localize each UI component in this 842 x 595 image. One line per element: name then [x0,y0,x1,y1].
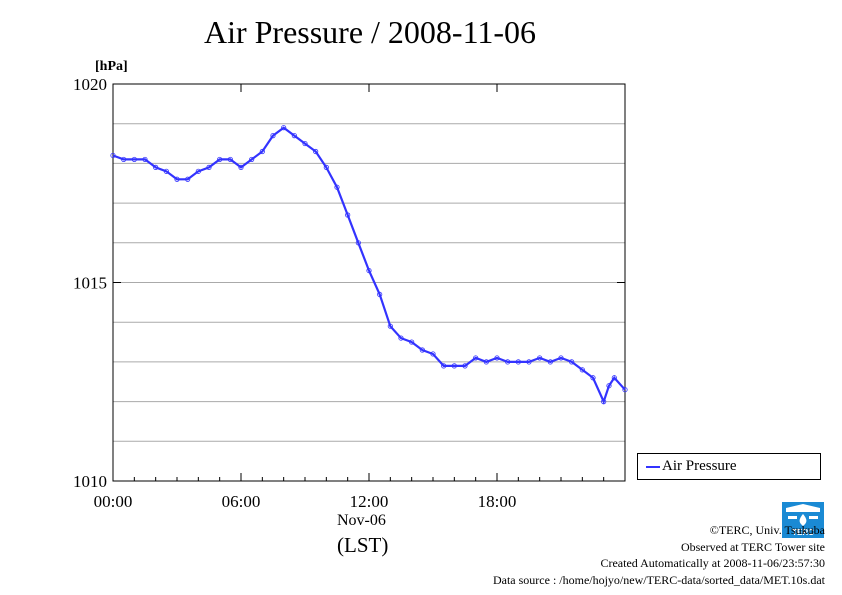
data-point [537,355,543,361]
data-point [281,125,287,131]
data-point [462,363,468,369]
data-point [355,240,361,246]
data-point [622,387,628,393]
y-tick-label-1020: 1020 [73,75,107,94]
data-point [547,359,553,365]
x-tick-label-12: 12:00 [350,492,389,511]
data-point [606,383,612,389]
data-point [473,355,479,361]
y-axis-unit-label: [hPa] [95,59,128,74]
x-tick-label-6: 06:00 [222,492,261,511]
data-point [590,375,596,381]
data-point [174,176,180,182]
data-point [323,164,329,170]
data-point [217,156,223,163]
legend: Air Pressure [637,453,821,480]
data-point [483,359,489,365]
data-point [611,375,617,381]
x-tick-label-18: 18:00 [478,492,517,511]
data-point [409,339,415,345]
data-point [377,291,383,298]
credits-block: ©TERC, Univ. Tsukuba Observed at TERC To… [493,522,825,588]
data-point [249,156,255,163]
data-point [515,359,521,365]
terc-logo-icon: TERC [782,502,824,538]
data-point [291,133,297,139]
data-point [195,168,201,174]
x-tick-label-0: 00:00 [94,492,133,511]
data-point [163,168,169,174]
data-point [313,148,319,155]
data-point [419,347,425,353]
credit-site: Observed at TERC Tower site [680,539,825,554]
y-tick-label-1010: 1010 [73,472,107,491]
data-point [334,184,340,190]
data-point [238,164,244,170]
y-tick-label-1015: 1015 [73,274,107,293]
data-point [387,323,393,329]
data-point [206,164,212,170]
data-point [366,267,372,274]
axis-ticks: 1010 1015 1020 00:00 06:00 12:00 18:00 [73,75,625,511]
data-point [153,164,159,170]
credit-created: Created Automatically at 2008-11-06/23:5… [600,556,825,571]
credit-source: Data source : /home/hojyo/new/TERC-data/… [492,572,825,587]
data-point [494,355,500,361]
logo-text: TERC [792,528,814,537]
data-point [579,367,585,373]
data-point [185,176,191,182]
data-point [398,335,404,341]
data-point [270,133,276,139]
x-axis-date-label: Nov-06 [337,512,386,529]
data-point [110,152,116,159]
series-layer [110,125,628,405]
data-point [121,156,127,163]
credit-copyright: ©TERC, Univ. Tsukuba [709,523,825,537]
data-point [526,359,532,365]
grid-lines [113,123,625,442]
data-point [259,148,265,155]
data-point [142,156,148,163]
data-point [558,355,564,361]
data-point [345,212,351,218]
data-point [451,363,457,369]
data-point [227,156,233,163]
data-point [441,363,447,369]
chart-title: Air Pressure / 2008-11-06 [203,14,537,50]
data-point [569,359,575,365]
x-axis-timezone-label: (LST) [337,533,389,557]
data-point [302,140,308,147]
data-point [131,156,137,163]
legend-label-air-pressure: Air Pressure [662,458,737,474]
data-point [430,351,436,357]
data-point [601,398,607,405]
legend-swatch [646,466,660,468]
data-point [505,359,511,365]
